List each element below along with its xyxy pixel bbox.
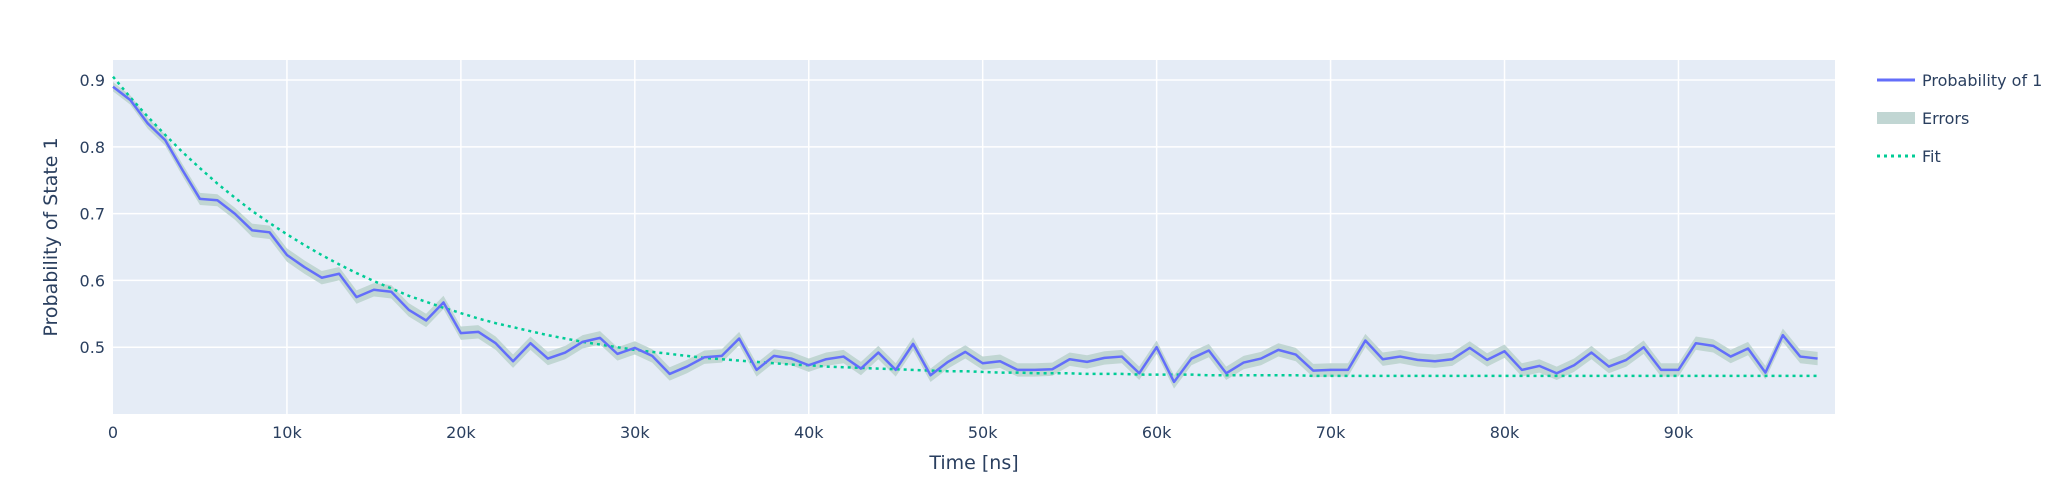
x-tick-label: 40k xyxy=(794,423,824,442)
x-tick-label: 60k xyxy=(1142,423,1172,442)
y-tick-label: 0.6 xyxy=(80,271,105,290)
x-tick-label: 20k xyxy=(446,423,476,442)
grid-lines xyxy=(113,60,1835,414)
x-axis-ticks: 0 10k 20k 30k 40k 50k 60k 70k 80k 90k xyxy=(108,423,1694,442)
x-tick-label: 0 xyxy=(108,423,118,442)
legend-item[interactable]: Fit xyxy=(1877,147,1941,166)
data-layer xyxy=(112,75,1818,389)
x-tick-label: 70k xyxy=(1316,423,1346,442)
legend-item[interactable]: Probability of 1 xyxy=(1877,71,2042,90)
x-tick-label: 90k xyxy=(1664,423,1694,442)
y-axis-title: Probability of State 1 xyxy=(40,137,62,336)
legend-label: Errors xyxy=(1922,109,1969,128)
y-tick-label: 0.7 xyxy=(80,205,105,224)
x-tick-label: 80k xyxy=(1490,423,1520,442)
x-tick-label: 50k xyxy=(968,423,998,442)
fit-line xyxy=(112,75,1818,378)
y-tick-label: 0.5 xyxy=(80,338,105,357)
x-tick-label: 10k xyxy=(272,423,302,442)
x-axis-title: Time [ns] xyxy=(928,452,1018,474)
error-band xyxy=(113,82,1818,389)
y-axis-ticks: 0.5 0.6 0.7 0.8 0.9 xyxy=(80,71,105,357)
legend: Probability of 1 Errors Fit xyxy=(1877,71,2042,166)
legend-label: Probability of 1 xyxy=(1922,71,2042,90)
y-tick-label: 0.9 xyxy=(80,71,105,90)
legend-band-swatch xyxy=(1877,112,1915,124)
legend-item[interactable]: Errors xyxy=(1877,109,1969,128)
legend-label: Fit xyxy=(1922,147,1941,166)
probability-line xyxy=(112,85,1818,384)
x-tick-label: 30k xyxy=(620,423,650,442)
y-tick-label: 0.8 xyxy=(80,138,105,157)
